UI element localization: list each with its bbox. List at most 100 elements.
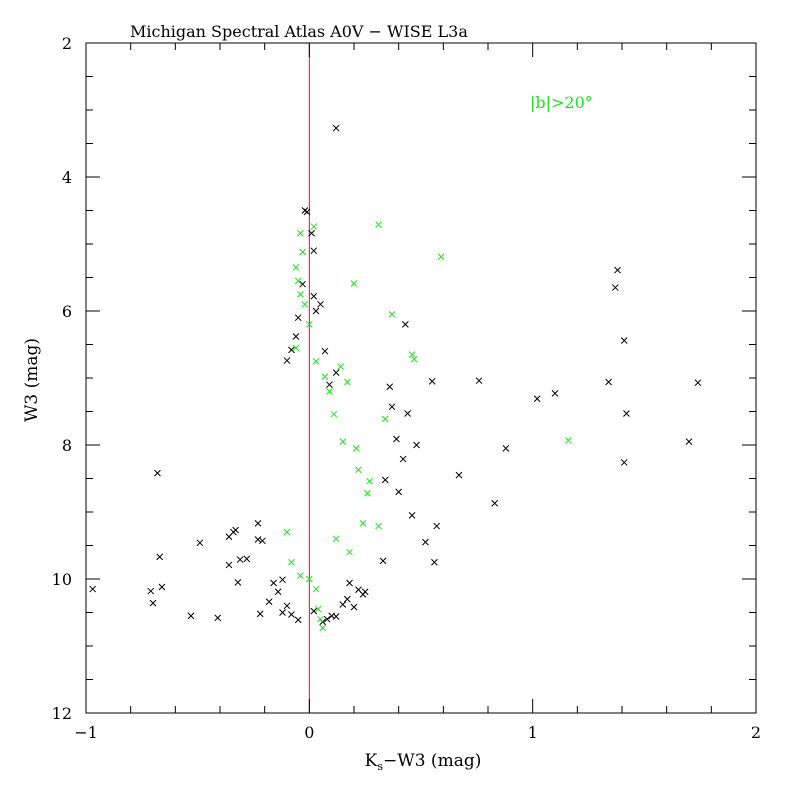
data-point-x-marker — [455, 471, 463, 479]
y-tick-label: 12 — [52, 704, 72, 723]
x-tick-label: 0 — [304, 723, 314, 742]
data-point-x-marker — [502, 444, 510, 452]
data-point-x-marker — [232, 526, 239, 534]
chart-title: Michigan Spectral Atlas A0V − WISE L3a — [130, 22, 468, 41]
data-point-x-marker — [332, 613, 340, 620]
data-point-x-marker — [274, 588, 282, 596]
x-tick-label: 1 — [528, 723, 538, 742]
data-point-x-marker — [312, 307, 320, 315]
data-point-x-marker — [375, 221, 382, 228]
data-point-x-marker — [292, 264, 300, 271]
x-tick-label: −1 — [74, 723, 98, 742]
y-tick-label: 8 — [62, 436, 72, 455]
data-point-x-marker — [381, 476, 389, 484]
series-all-stars — [89, 124, 702, 626]
data-point-x-marker — [355, 466, 362, 474]
data-point-x-marker — [279, 576, 286, 584]
data-point-x-marker — [388, 403, 396, 411]
data-point-x-marker — [259, 537, 266, 545]
latitude-annotation: |b|>20° — [530, 93, 593, 112]
data-point-x-marker — [243, 555, 251, 563]
data-point-x-marker — [310, 223, 318, 230]
data-point-x-marker — [491, 499, 499, 507]
data-point-x-marker — [366, 477, 373, 485]
data-point-x-marker — [310, 292, 318, 300]
data-point-x-marker — [254, 520, 262, 527]
data-point-x-marker — [187, 612, 195, 620]
data-point-x-marker — [310, 247, 318, 255]
data-point-x-marker — [196, 539, 204, 547]
data-point-x-marker — [294, 314, 302, 322]
data-point-x-marker — [355, 586, 362, 594]
data-point-x-marker — [337, 363, 344, 370]
data-point-x-marker — [404, 410, 411, 417]
data-point-x-marker — [292, 333, 300, 340]
data-point-x-marker — [283, 602, 291, 610]
data-point-x-marker — [305, 321, 313, 328]
data-point-x-marker — [317, 615, 324, 623]
data-point-x-marker — [330, 410, 338, 418]
data-point-x-marker — [254, 536, 262, 543]
data-point-x-marker — [236, 556, 244, 563]
data-point-x-marker — [620, 337, 628, 344]
data-point-x-marker — [352, 444, 360, 452]
data-point-x-marker — [297, 229, 304, 237]
data-point-x-marker — [413, 441, 420, 449]
y-tick-label: 6 — [62, 302, 72, 321]
data-point-x-marker — [388, 310, 396, 318]
data-point-x-marker — [279, 609, 286, 616]
data-point-x-marker — [294, 616, 302, 624]
data-point-x-marker — [326, 381, 333, 389]
data-point-x-marker — [433, 522, 440, 530]
data-point-x-marker — [614, 266, 621, 274]
data-point-x-marker — [359, 520, 367, 527]
data-point-x-marker — [234, 578, 242, 586]
data-point-x-marker — [410, 355, 418, 363]
x-tick-label: 2 — [751, 723, 761, 742]
data-point-x-marker — [256, 610, 264, 618]
data-point-x-marker — [422, 538, 429, 546]
data-point-x-marker — [310, 607, 318, 615]
data-point-x-marker — [395, 488, 403, 496]
y-tick-label: 2 — [62, 34, 72, 53]
data-point-x-marker — [339, 601, 347, 608]
data-point-x-marker — [323, 615, 331, 623]
data-point-x-marker — [533, 395, 541, 403]
data-point-x-marker — [339, 438, 347, 446]
data-point-x-marker — [332, 124, 340, 132]
data-point-x-marker — [283, 528, 291, 536]
data-point-x-marker — [292, 344, 300, 352]
data-point-x-marker — [305, 575, 313, 583]
data-point-x-marker — [386, 383, 394, 391]
data-point-x-marker — [346, 579, 353, 587]
data-point-x-marker — [308, 229, 315, 237]
data-point-x-marker — [343, 595, 351, 603]
data-point-x-marker — [361, 588, 369, 596]
data-point-x-marker — [408, 351, 416, 358]
x-axis-label: Ks−W3 (mag) — [365, 751, 482, 773]
data-point-x-marker — [379, 557, 387, 565]
data-point-x-marker — [89, 585, 97, 593]
data-point-x-marker — [623, 410, 630, 417]
data-point-x-marker — [428, 377, 436, 385]
y-tick-label: 10 — [52, 570, 72, 589]
data-point-x-marker — [551, 390, 559, 397]
data-point-x-marker — [297, 572, 304, 580]
data-point-x-marker — [299, 280, 306, 288]
data-point-x-marker — [297, 290, 304, 298]
y-axis-label: W3 (mag) — [22, 338, 42, 422]
data-point-x-marker — [350, 603, 358, 611]
data-point-x-marker — [225, 561, 233, 569]
data-point-x-marker — [312, 357, 320, 365]
data-point-x-marker — [154, 469, 161, 477]
data-point-x-marker — [294, 277, 302, 285]
data-point-x-marker — [381, 415, 389, 423]
data-point-x-marker — [332, 535, 340, 543]
data-point-x-marker — [321, 347, 329, 355]
data-point-x-marker — [399, 455, 407, 463]
data-point-x-marker — [620, 459, 628, 466]
data-point-x-marker — [350, 280, 358, 287]
data-point-x-marker — [346, 548, 353, 556]
